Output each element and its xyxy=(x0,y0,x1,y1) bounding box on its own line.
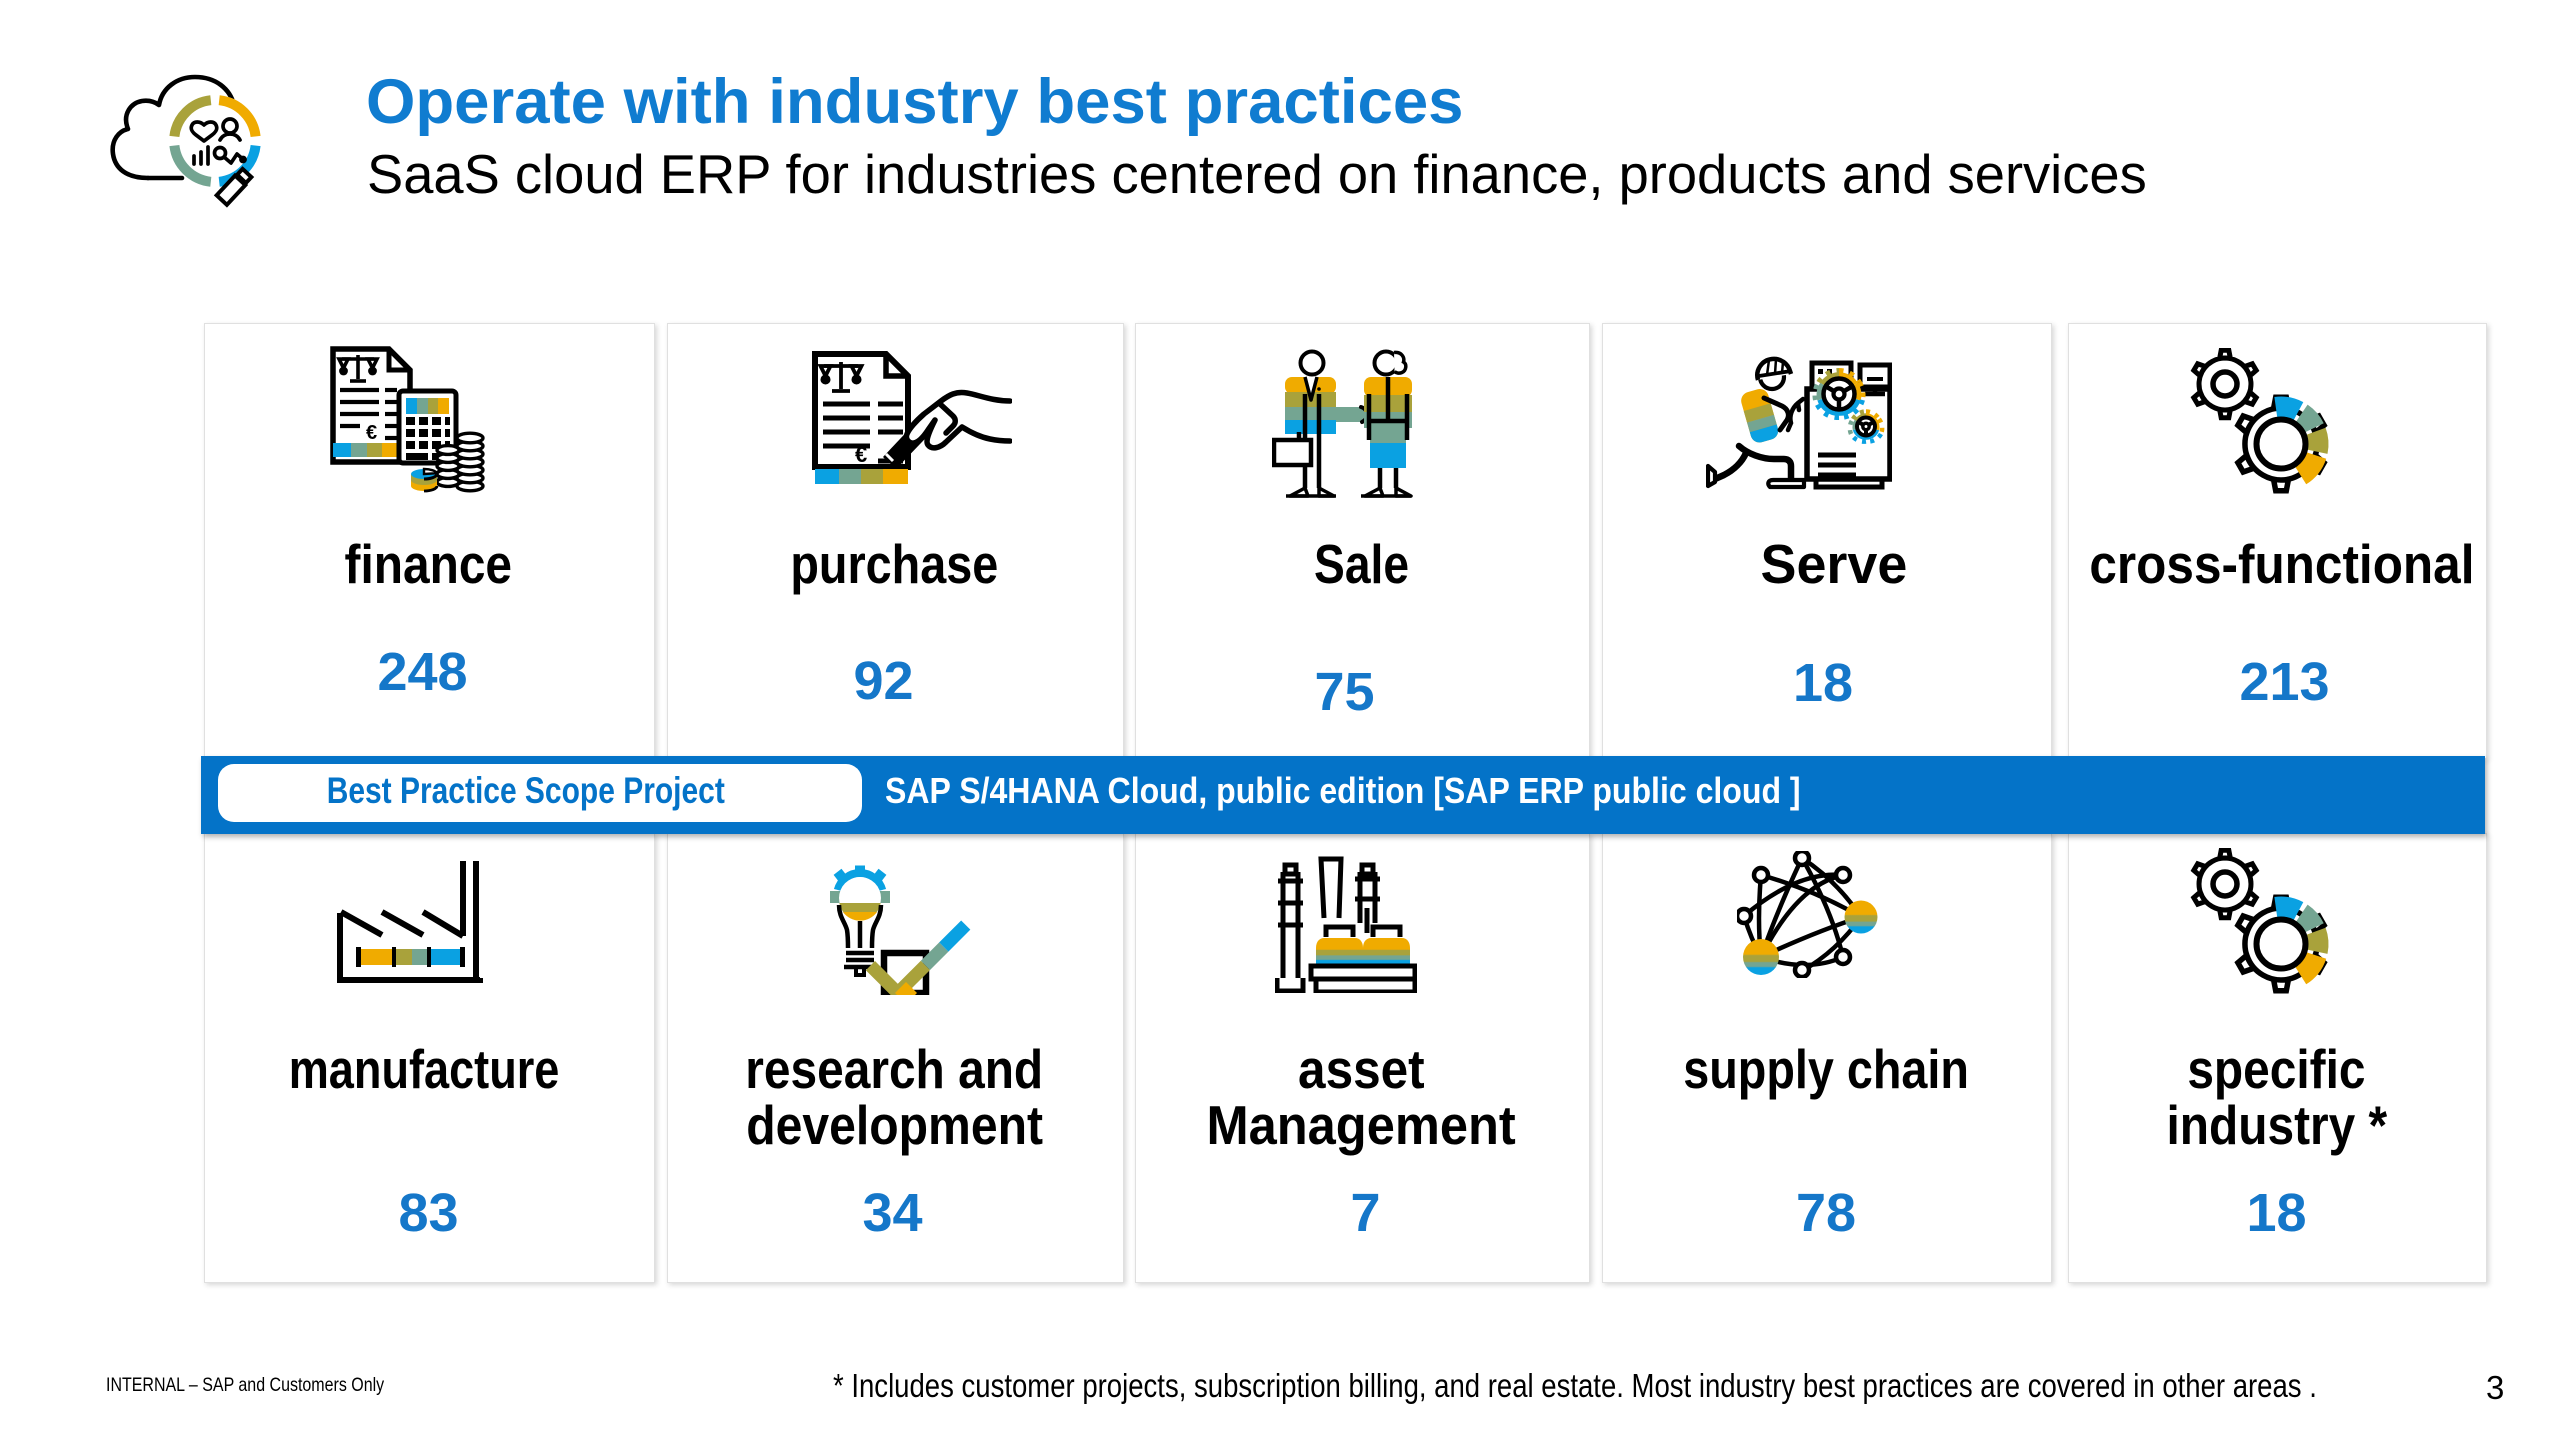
svg-text:€: € xyxy=(855,442,867,467)
svg-text:€: € xyxy=(366,422,377,444)
